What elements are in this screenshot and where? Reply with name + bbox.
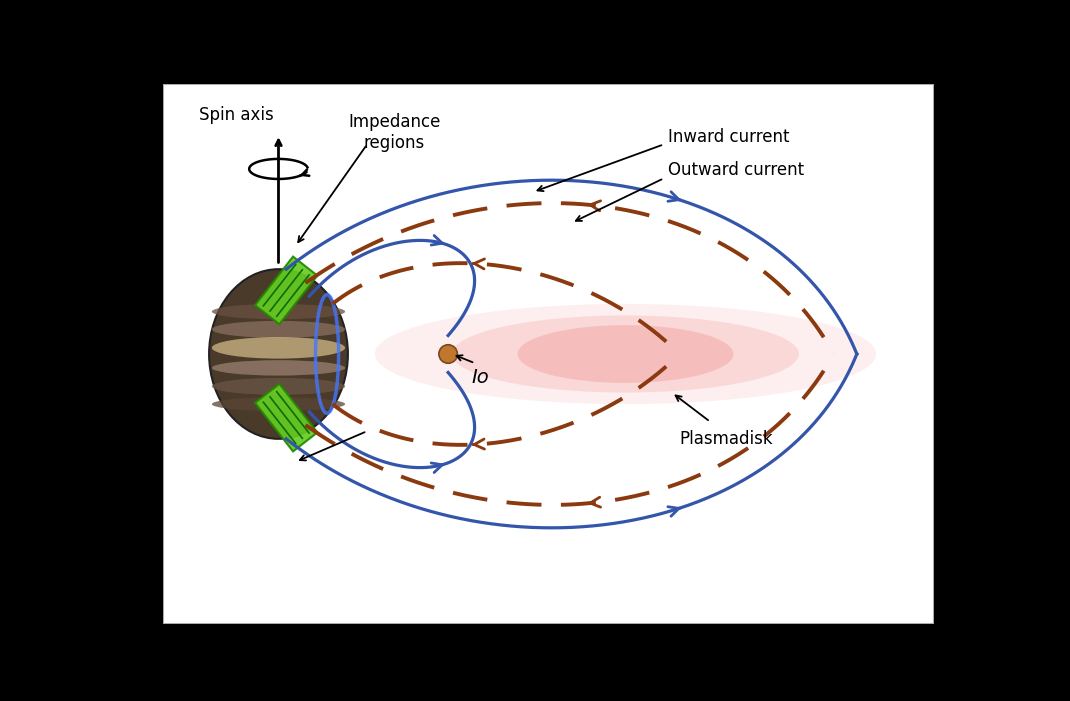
Ellipse shape	[452, 315, 799, 393]
Ellipse shape	[212, 378, 346, 395]
Ellipse shape	[439, 345, 457, 363]
Ellipse shape	[374, 304, 876, 404]
Ellipse shape	[212, 397, 346, 411]
Text: Outward current: Outward current	[668, 161, 804, 179]
Polygon shape	[255, 257, 318, 324]
Ellipse shape	[518, 325, 733, 383]
Ellipse shape	[212, 337, 346, 359]
Text: Plasmadisk: Plasmadisk	[679, 430, 773, 447]
Text: Impedance
regions: Impedance regions	[348, 114, 441, 152]
Ellipse shape	[212, 360, 346, 376]
FancyBboxPatch shape	[163, 84, 934, 624]
Ellipse shape	[212, 304, 346, 320]
Ellipse shape	[209, 269, 348, 439]
Polygon shape	[255, 384, 318, 451]
Ellipse shape	[212, 321, 346, 338]
Text: Spin axis: Spin axis	[199, 107, 274, 124]
Text: Io: Io	[471, 368, 489, 387]
Text: Inward current: Inward current	[668, 128, 790, 146]
